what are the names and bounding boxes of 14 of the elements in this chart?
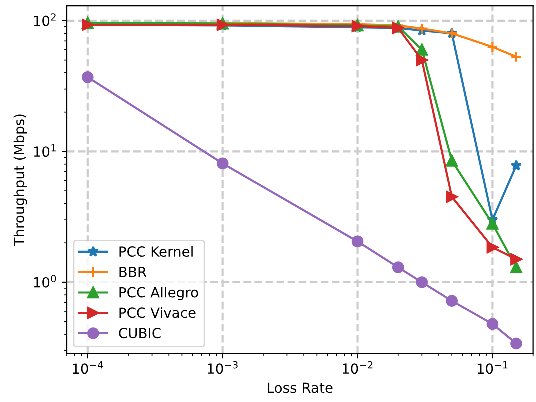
y-tick-label: 10$^{2}$	[34, 14, 56, 26]
y-tick-label: 10$^{1}$	[34, 144, 56, 158]
y-axis-title: Throughput (Mbps)	[14, 114, 28, 246]
legend-label: BBR	[120, 267, 147, 278]
x-tick-label: 10$^{−2}$	[342, 361, 373, 374]
x-tick-label: 10$^{−4}$	[73, 362, 104, 374]
legend-label: PCC Vivace	[120, 307, 196, 318]
legend-label: CUBIC	[119, 328, 161, 339]
y-tick-label: 10$^{0}$	[34, 275, 56, 288]
x-axis-title: Loss Rate	[268, 382, 333, 394]
x-tick-label: 10$^{−1}$	[478, 362, 508, 374]
legend-label: PCC Kernel	[120, 246, 193, 258]
x-tick-label: 10$^{−3}$	[208, 361, 238, 374]
legend-label: PCC Allegro	[120, 287, 198, 300]
